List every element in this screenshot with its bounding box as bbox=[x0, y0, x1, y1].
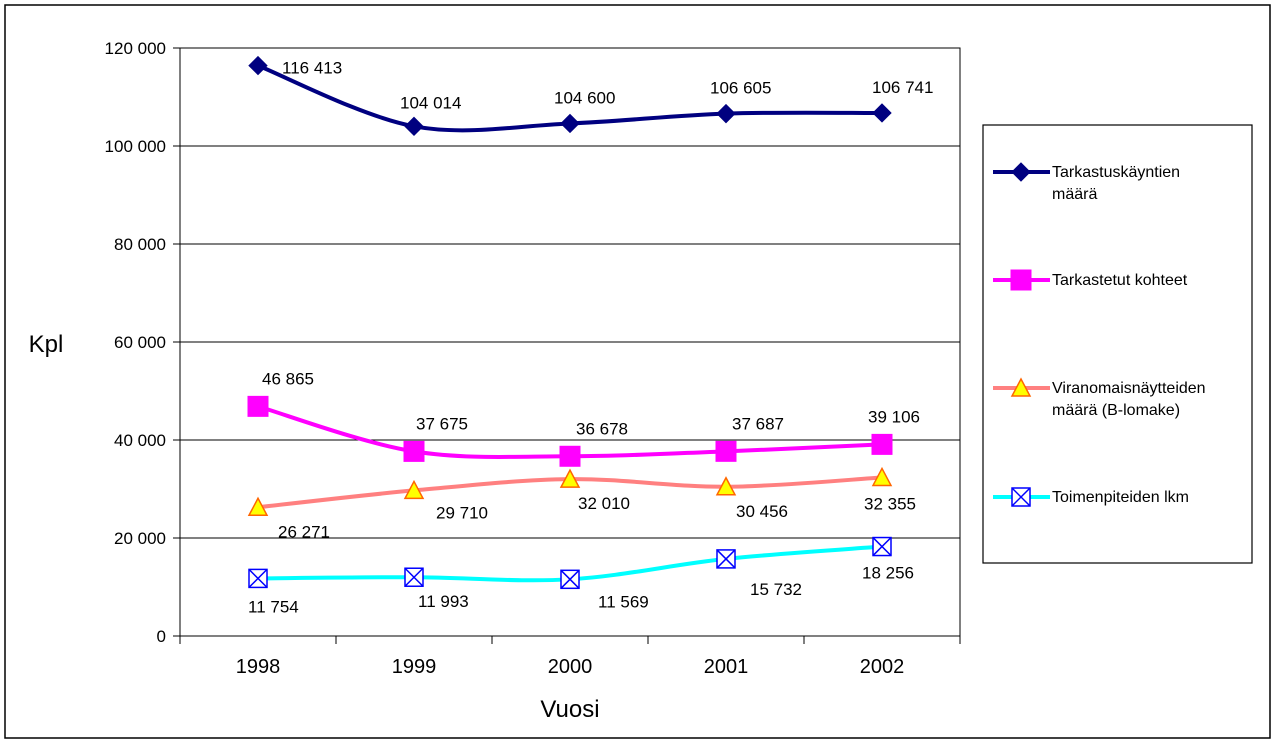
diamond-marker bbox=[248, 55, 268, 76]
y-tick-label: 0 bbox=[157, 627, 166, 646]
data-label: 11 569 bbox=[598, 592, 649, 611]
y-tick-label: 60 000 bbox=[114, 333, 166, 352]
triangle-marker bbox=[403, 479, 425, 500]
x-tick-label: 2002 bbox=[860, 656, 905, 678]
square-marker bbox=[871, 433, 893, 455]
data-label: 104 014 bbox=[400, 93, 461, 112]
data-label: 11 754 bbox=[248, 597, 299, 616]
y-tick-label: 80 000 bbox=[114, 235, 166, 254]
box-x-marker-stroke bbox=[716, 549, 736, 569]
box-x-marker-stroke bbox=[872, 537, 892, 557]
diamond-marker bbox=[560, 113, 580, 134]
legend-item: Viranomaisnäytteiden määrä (B-lomake) bbox=[993, 377, 1206, 419]
triangle-marker bbox=[559, 468, 581, 488]
data-label: 11 993 bbox=[418, 592, 469, 611]
legend-label: määrä (B-lomake) bbox=[1052, 402, 1180, 419]
data-label: 30 456 bbox=[736, 502, 788, 521]
legend-label: Viranomaisnäytteiden bbox=[1052, 380, 1206, 397]
box-x-marker-stroke bbox=[404, 567, 424, 587]
data-label: 36 678 bbox=[576, 419, 628, 438]
data-label: 106 741 bbox=[872, 78, 933, 97]
y-tick-label: 120 000 bbox=[105, 39, 166, 58]
x-tick-label: 1998 bbox=[236, 656, 281, 678]
legend-label: Tarkastuskäyntien bbox=[1052, 164, 1180, 181]
data-label: 106 605 bbox=[710, 79, 771, 98]
data-label: 32 355 bbox=[864, 494, 916, 513]
square-marker bbox=[559, 445, 581, 467]
data-label: 26 271 bbox=[278, 522, 330, 541]
diamond-marker bbox=[404, 116, 424, 137]
x-tick-label: 1999 bbox=[392, 656, 437, 678]
x-tick-label: 2001 bbox=[704, 656, 749, 678]
y-tick-label: 100 000 bbox=[105, 137, 166, 156]
legend-item: Toimenpiteiden lkm bbox=[993, 487, 1189, 507]
box-x-marker-stroke bbox=[1011, 487, 1031, 507]
y-axis-title: Kpl bbox=[29, 331, 64, 358]
x-tick-label: 2000 bbox=[548, 656, 593, 678]
legend-label: Tarkastetut kohteet bbox=[1052, 272, 1188, 289]
triangle-marker bbox=[715, 476, 737, 496]
data-label: 39 106 bbox=[868, 407, 920, 426]
diamond-marker bbox=[1011, 162, 1031, 182]
triangle-marker bbox=[1010, 377, 1032, 397]
x-axis-title: Vuosi bbox=[540, 696, 599, 723]
box-x-marker-stroke bbox=[248, 568, 268, 588]
diamond-marker bbox=[716, 103, 736, 124]
box-x-marker-stroke bbox=[560, 569, 580, 589]
triangle-marker bbox=[247, 496, 269, 517]
data-label: 18 256 bbox=[862, 564, 914, 583]
square-marker bbox=[715, 440, 737, 462]
square-marker bbox=[1010, 269, 1032, 291]
data-label: 37 687 bbox=[732, 414, 784, 433]
legend-label: Toimenpiteiden lkm bbox=[1052, 489, 1189, 506]
legend-item: Tarkastuskäyntien määrä bbox=[993, 162, 1180, 203]
data-label: 32 010 bbox=[578, 494, 630, 513]
y-tick-label: 40 000 bbox=[114, 431, 166, 450]
triangle-marker bbox=[871, 466, 893, 487]
legend-label: määrä bbox=[1052, 186, 1097, 203]
diamond-marker bbox=[872, 103, 892, 123]
square-marker bbox=[403, 440, 425, 462]
square-marker bbox=[247, 395, 269, 417]
data-label: 116 413 bbox=[282, 59, 342, 78]
data-label: 46 865 bbox=[262, 369, 314, 388]
legend-item: Tarkastetut kohteet bbox=[993, 269, 1188, 291]
data-label: 104 600 bbox=[554, 88, 615, 107]
y-tick-label: 20 000 bbox=[114, 529, 166, 548]
data-label: 15 732 bbox=[750, 580, 802, 599]
data-label: 29 710 bbox=[436, 503, 488, 522]
data-label: 37 675 bbox=[416, 414, 468, 433]
